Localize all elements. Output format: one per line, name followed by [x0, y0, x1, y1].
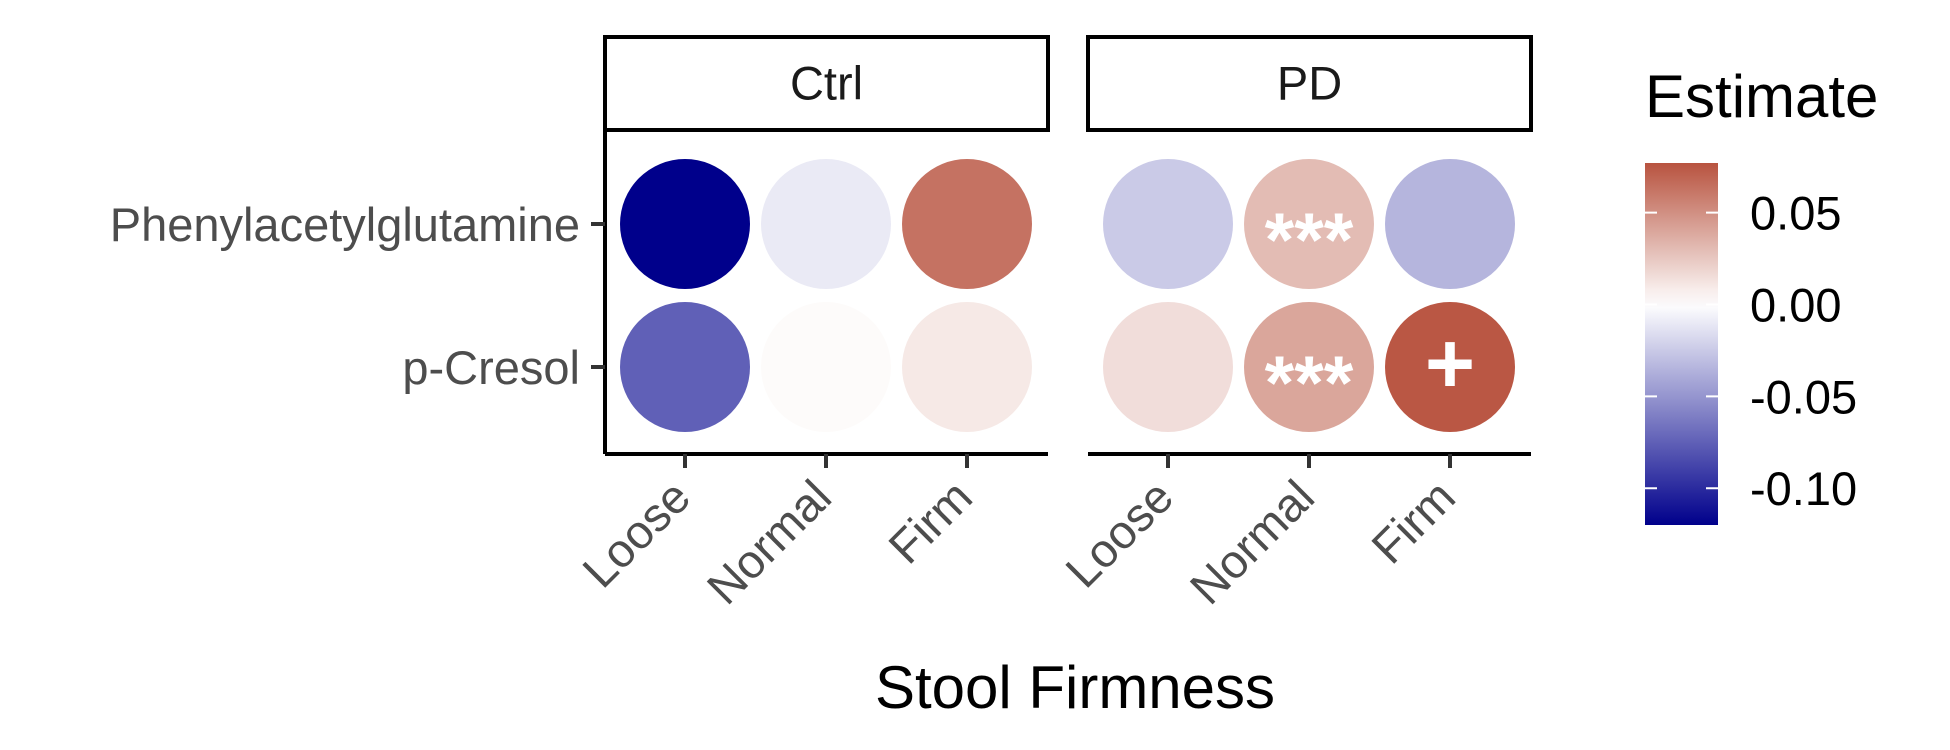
x-tick-label-pd-loose: Loose — [1055, 470, 1183, 598]
y-tick-label-phenylacetylglutamine: Phenylacetylglutamine — [110, 198, 580, 251]
significance-label-pd-phenylacetylglutamine-normal: *** — [1265, 198, 1354, 283]
point-ctrl-phenylacetylglutamine-firm — [902, 159, 1032, 289]
facet-label-ctrl: Ctrl — [790, 57, 863, 110]
x-tick-label-ctrl-normal: Normal — [696, 470, 841, 615]
legend-tick-label-0-00: 0.00 — [1750, 278, 1841, 331]
legend-tick-label-0-05: 0.05 — [1750, 187, 1841, 240]
legend-title: Estimate — [1645, 63, 1878, 130]
legend-colorbar — [1645, 163, 1718, 525]
point-ctrl-p-cresol-normal — [761, 302, 891, 432]
point-pd-phenylacetylglutamine-loose — [1103, 159, 1233, 289]
point-ctrl-p-cresol-loose — [620, 302, 750, 432]
significance-label-pd-p-cresol-firm: + — [1425, 316, 1475, 412]
x-tick-label-pd-firm: Firm — [1361, 470, 1465, 574]
significance-label-pd-p-cresol-normal: *** — [1265, 341, 1354, 426]
point-pd-p-cresol-firm — [1385, 302, 1515, 432]
legend-tick-label-0-05: -0.05 — [1750, 370, 1857, 423]
point-pd-phenylacetylglutamine-normal — [1244, 159, 1374, 289]
point-ctrl-p-cresol-firm — [902, 302, 1032, 432]
x-tick-label-ctrl-firm: Firm — [878, 470, 982, 574]
point-pd-phenylacetylglutamine-firm — [1385, 159, 1515, 289]
point-ctrl-phenylacetylglutamine-loose — [620, 159, 750, 289]
legend-tick-label-0-10: -0.10 — [1750, 462, 1857, 515]
facet-strip-pd — [1086, 35, 1533, 132]
x-axis-title: Stool Firmness — [875, 654, 1275, 721]
facet-label-pd: PD — [1277, 57, 1342, 110]
x-tick-label-pd-normal: Normal — [1179, 470, 1324, 615]
point-ctrl-phenylacetylglutamine-normal — [761, 159, 891, 289]
point-pd-p-cresol-loose — [1103, 302, 1233, 432]
facet-strip-ctrl — [603, 35, 1050, 132]
x-tick-label-ctrl-loose: Loose — [572, 470, 700, 598]
point-pd-p-cresol-normal — [1244, 302, 1374, 432]
y-tick-label-p-cresol: p-Cresol — [402, 341, 580, 394]
